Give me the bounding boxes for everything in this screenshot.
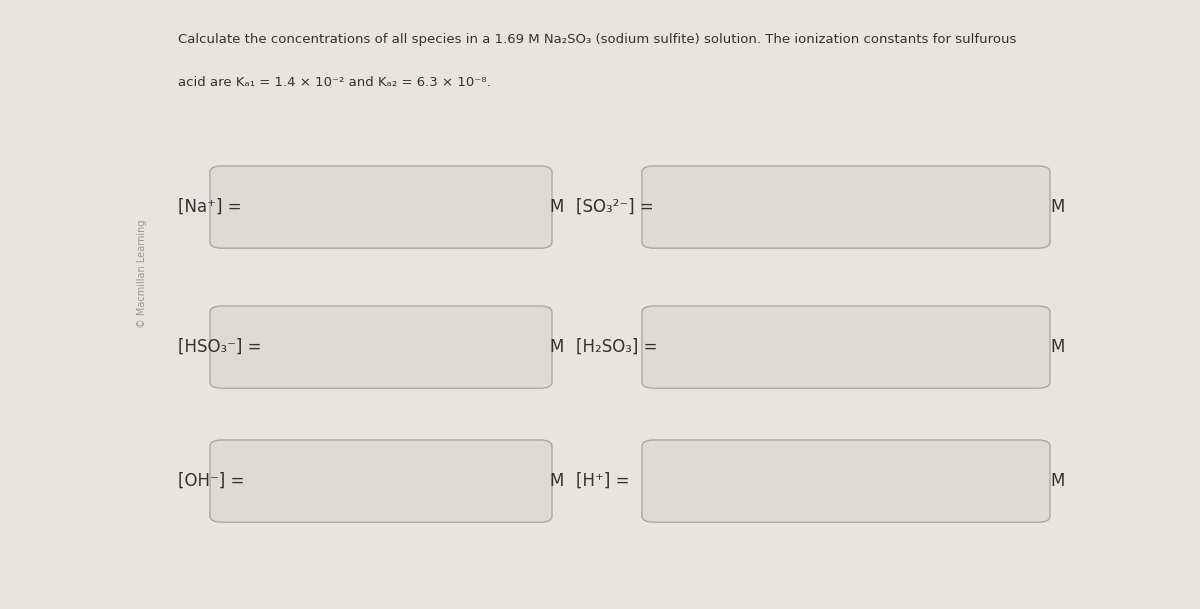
FancyBboxPatch shape [642,306,1050,389]
FancyBboxPatch shape [210,440,552,523]
Text: [Na⁺] =: [Na⁺] = [178,198,241,216]
FancyBboxPatch shape [642,440,1050,523]
FancyBboxPatch shape [210,306,552,389]
Text: M: M [1050,338,1064,356]
Text: [H⁺] =: [H⁺] = [576,472,630,490]
Text: Calculate the concentrations of all species in a 1.69 M Na₂SO₃ (sodium sulfite) : Calculate the concentrations of all spec… [178,33,1016,46]
FancyBboxPatch shape [210,166,552,248]
Text: [SO₃²⁻] =: [SO₃²⁻] = [576,198,654,216]
FancyBboxPatch shape [642,166,1050,248]
Text: M: M [1050,472,1064,490]
Text: [OH⁻] =: [OH⁻] = [178,472,244,490]
Text: acid are Kₐ₁ = 1.4 × 10⁻² and Kₐ₂ = 6.3 × 10⁻⁸.: acid are Kₐ₁ = 1.4 × 10⁻² and Kₐ₂ = 6.3 … [178,76,491,89]
Text: M: M [1050,198,1064,216]
Text: [H₂SO₃] =: [H₂SO₃] = [576,338,658,356]
Text: © Macmillan Learning: © Macmillan Learning [137,220,146,328]
Text: M: M [550,198,564,216]
Text: [HSO₃⁻] =: [HSO₃⁻] = [178,338,262,356]
Text: M: M [550,472,564,490]
Text: M: M [550,338,564,356]
